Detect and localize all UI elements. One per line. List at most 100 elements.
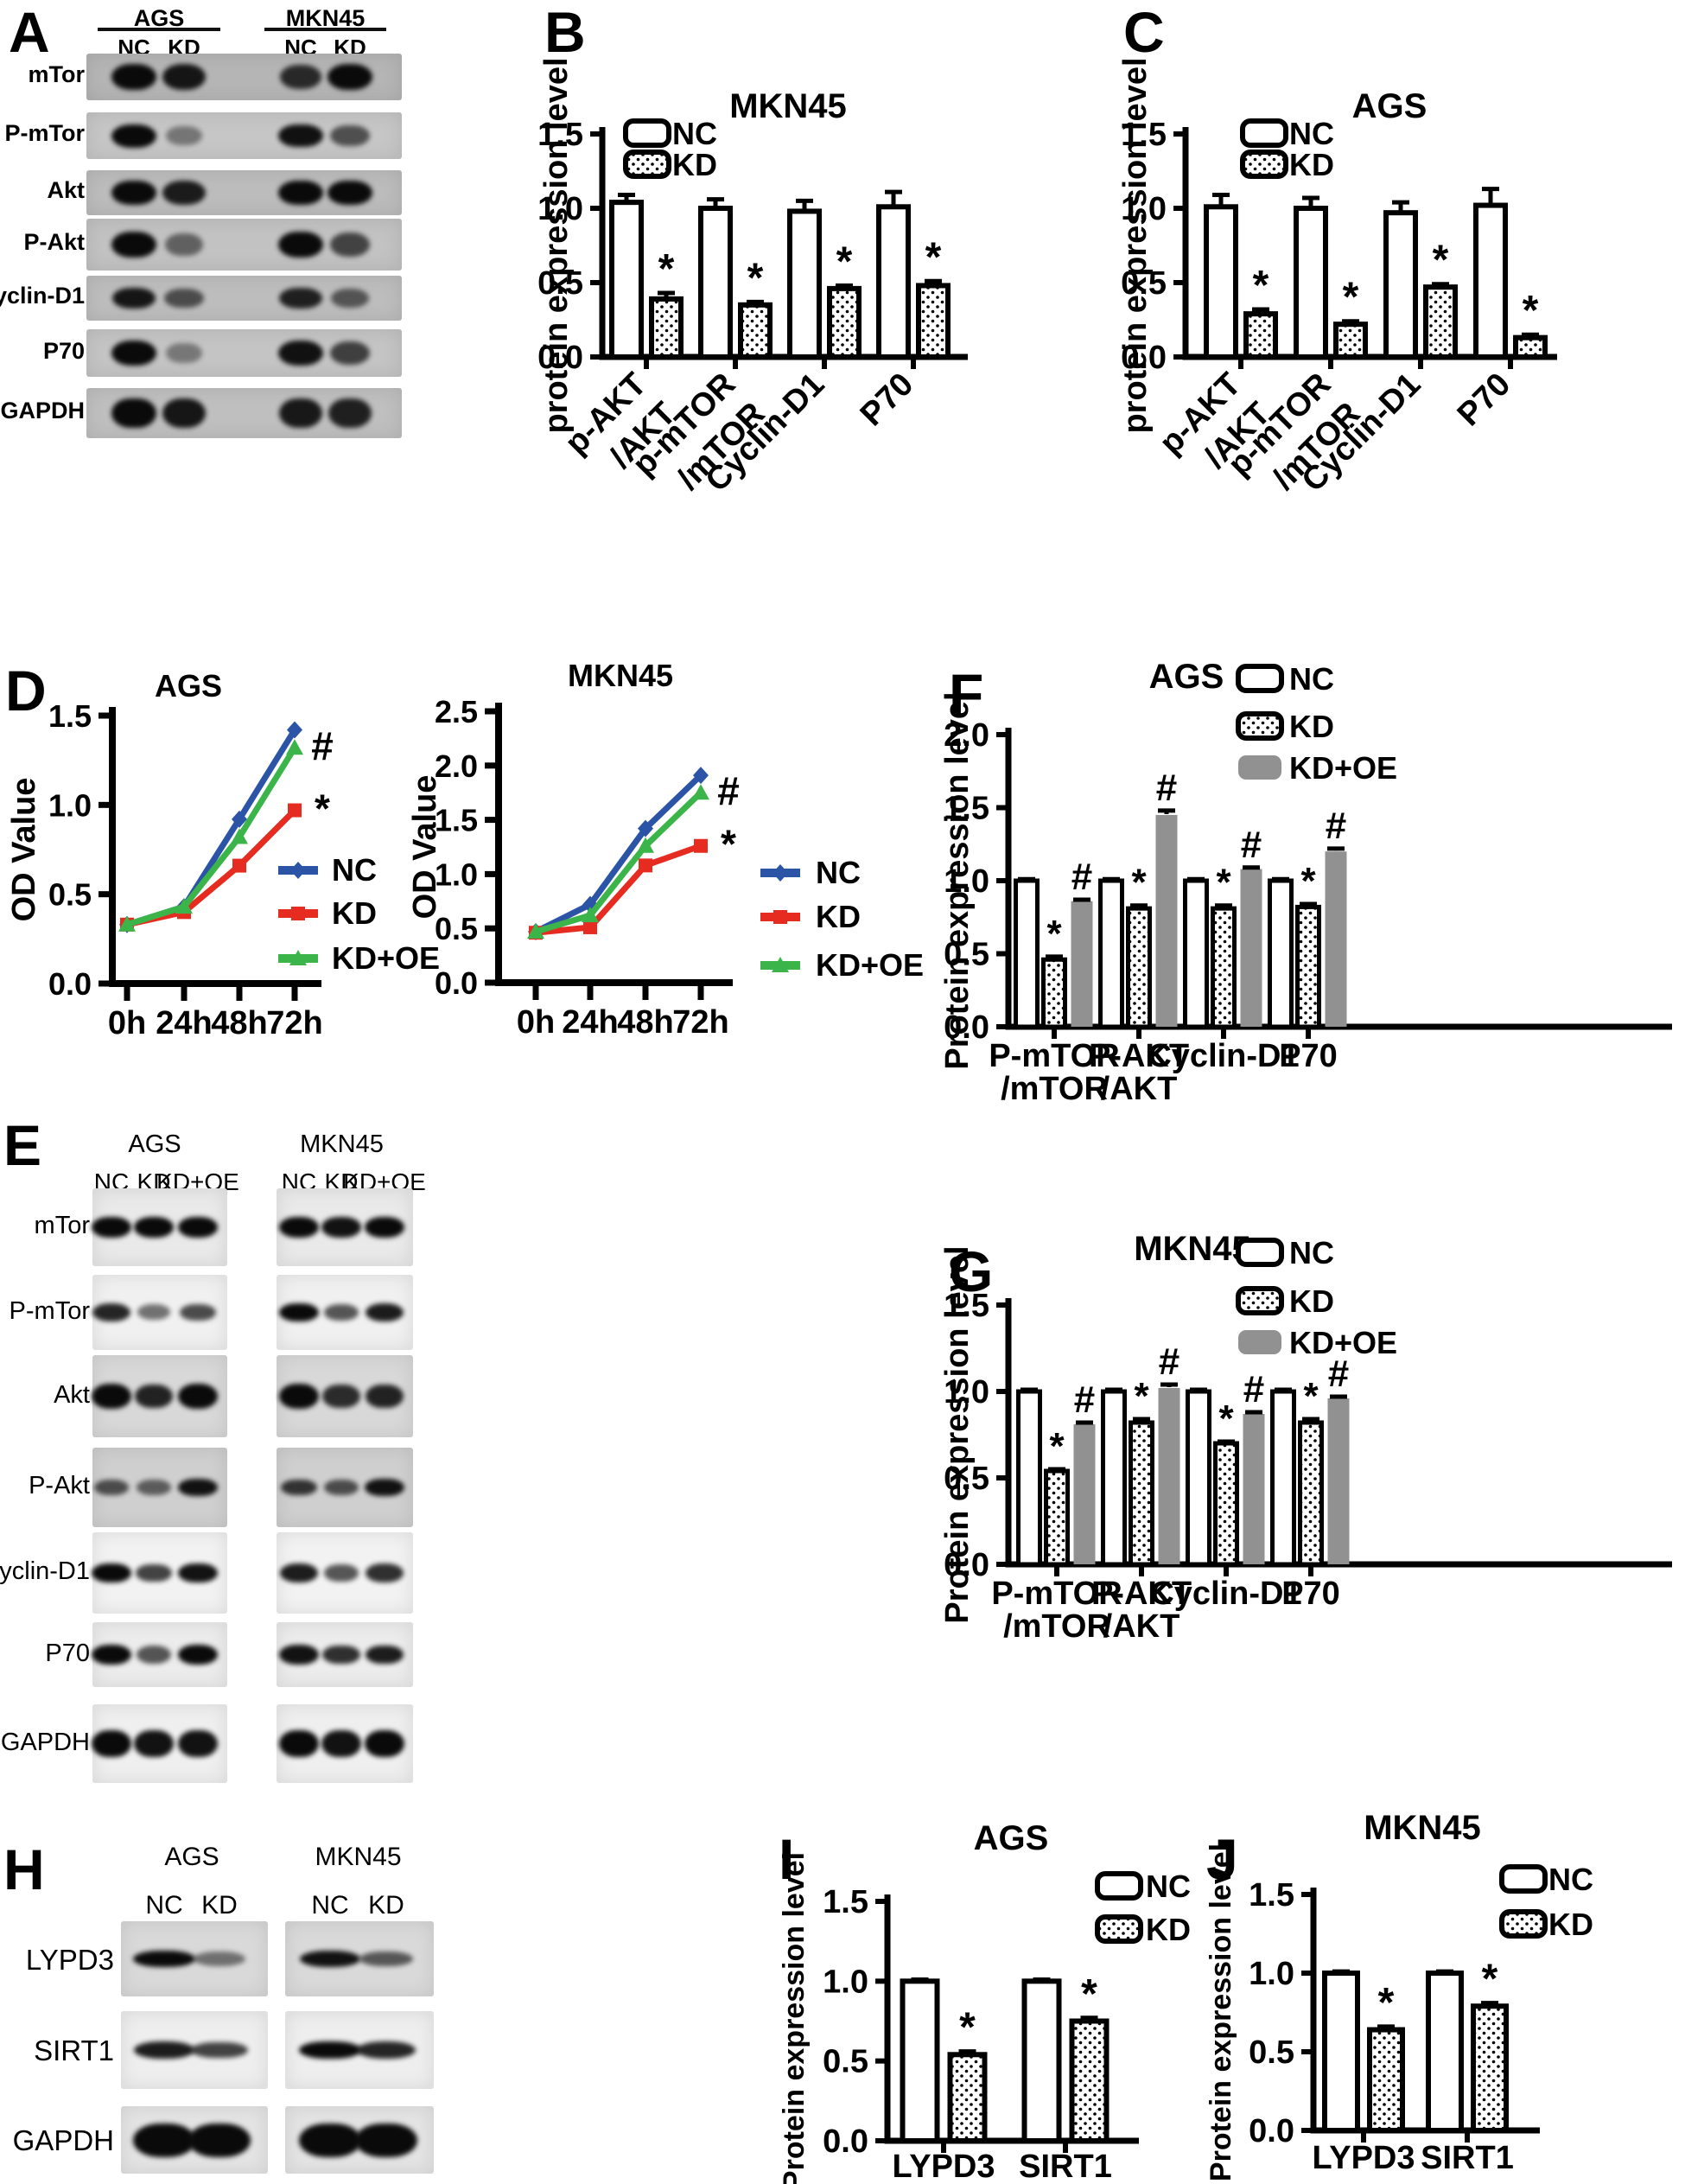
y-axis-label: OD Value	[407, 775, 443, 920]
legend-label: NC	[1289, 661, 1334, 697]
panel-letter-i: I	[779, 1827, 795, 1891]
x-tick-label: 48h	[211, 1005, 267, 1041]
x-category-label: P-AKT	[1089, 1038, 1189, 1074]
blot-band	[329, 341, 371, 365]
significance-mark: *	[1300, 860, 1316, 902]
legend-label: NC	[1289, 1235, 1334, 1270]
blot-band	[327, 180, 372, 206]
panel-e-western-blots: AGS NC KD KD+OE MKN45 NC KD KD+OE mTor P-mTor Akt P…	[0, 1106, 959, 1798]
y-tick-label: 0.0	[823, 2124, 868, 2160]
y-axis-label: Protein expression level	[939, 691, 976, 1069]
cell-line-label: MKN45	[315, 1843, 402, 1871]
chart-title: MKN45	[1364, 1809, 1481, 1847]
blot-band	[299, 2041, 361, 2059]
legend-label: KD	[816, 899, 861, 934]
y-tick-label: 1.0	[823, 1964, 868, 2000]
x-category-label: P70	[1281, 1576, 1340, 1612]
blot-row-label: LYPD3	[25, 1943, 114, 1976]
data-point-marker	[692, 784, 709, 800]
data-point-marker	[288, 803, 302, 818]
cell-line-label: MKN45	[285, 5, 366, 31]
bar	[1333, 322, 1368, 360]
blot-band	[365, 1479, 404, 1496]
cell-line-label: AGS	[128, 1130, 181, 1158]
significance-mark: *	[1216, 862, 1231, 904]
blot-band	[365, 1217, 404, 1238]
blot-row-label: P-Akt	[29, 1472, 90, 1500]
bar	[947, 2052, 988, 2143]
lane-label: NC	[145, 1891, 183, 1920]
bar	[827, 285, 862, 360]
x-category-label: /AKT	[1103, 1608, 1180, 1645]
panel-b-bar-chart: 0.0 0.5 1.0 1.5 MKN45 protein expression leve…	[536, 0, 1115, 631]
chart-title: AGS	[1352, 87, 1427, 125]
y-tick-label: 1.5	[944, 1288, 989, 1324]
panel-letter-f: F	[949, 662, 984, 726]
blot-row-label: Cyclin-D1	[0, 283, 85, 309]
data-point-marker	[232, 810, 247, 828]
x-category-label: /mTOR	[1003, 1608, 1110, 1645]
bar	[1243, 1414, 1265, 1564]
legend-swatch	[1240, 118, 1288, 148]
legend-swatch	[1240, 150, 1288, 179]
panel-letter-b: B	[544, 0, 586, 64]
y-tick-label: 1.5	[944, 791, 989, 827]
y-tick-label: 0.5	[537, 265, 583, 302]
legend-label: KD+OE	[1289, 750, 1397, 786]
bar	[787, 208, 822, 360]
legend-swatch	[1236, 1286, 1284, 1315]
legend-label: KD	[1289, 147, 1334, 182]
data-point-marker	[772, 957, 789, 972]
blot-band	[111, 341, 156, 366]
y-tick-label: 0.5	[1249, 2034, 1294, 2071]
legend-swatch	[1236, 664, 1284, 693]
blot-band	[299, 2123, 361, 2157]
legend-label: NC	[1146, 1869, 1191, 1904]
bar	[1073, 1424, 1096, 1564]
blot-band	[356, 2041, 416, 2059]
data-point-marker	[232, 858, 246, 873]
data-point-marker	[638, 819, 653, 837]
x-category-label: P-mTOR	[991, 1576, 1122, 1612]
blot-band	[194, 1952, 245, 1966]
data-point-marker	[286, 739, 303, 755]
significance-mark: *	[1343, 275, 1359, 321]
x-category-label: /mTOR	[1001, 1071, 1108, 1107]
significance-mark: *	[1134, 1375, 1149, 1417]
panel-a-western-blots: AGSNCKDMKN45NCKDmTorP-mTorAktP-AktCyclin…	[0, 0, 510, 631]
significance-mark: #	[1071, 856, 1092, 898]
bar	[1327, 1398, 1350, 1564]
y-tick-label: 1.5	[823, 1884, 868, 1920]
blot-row-label: SIRT1	[34, 2034, 114, 2066]
blot-band	[93, 1479, 130, 1496]
x-category-label: SIRT1	[1421, 2140, 1514, 2176]
significance-mark: *	[721, 822, 736, 867]
legend-label: KD	[1289, 709, 1334, 744]
blot-band	[322, 1384, 360, 1409]
blot-band	[134, 1217, 174, 1238]
blot-band	[278, 341, 323, 366]
blot-band	[278, 232, 323, 258]
legend-label: KD	[672, 147, 717, 182]
data-point-marker	[290, 862, 306, 879]
legend-swatch	[1236, 711, 1284, 741]
significance-mark: #	[311, 723, 334, 768]
blot-band	[133, 1950, 195, 1968]
panel-d-line-chart-mkn45: 0.0 0.5 1.0 1.5 2.0 2.5 0h 24h 48h 72h MKN45 OD Val…	[406, 640, 959, 1080]
legend-label: NC	[332, 852, 377, 888]
legend-label: KD	[332, 895, 377, 931]
bar	[738, 302, 773, 360]
panel-g-bar-chart: 0.0 0.5 1.0 1.5 MKN45 Protein expression leve…	[939, 1210, 1685, 1798]
chart-title: MKN45	[568, 658, 673, 693]
significance-mark: #	[1328, 1353, 1349, 1395]
significance-mark: *	[1218, 1398, 1234, 1440]
bar	[1367, 2027, 1405, 2133]
x-tick-label: 48h	[617, 1004, 673, 1041]
y-tick-label: 0.5	[1121, 265, 1167, 302]
blot-band	[279, 1384, 319, 1409]
blot-band	[279, 287, 322, 309]
series-line	[124, 744, 298, 928]
x-category-label: LYPD3	[893, 2149, 995, 2184]
y-axis-label: protein expression level	[1117, 57, 1154, 433]
